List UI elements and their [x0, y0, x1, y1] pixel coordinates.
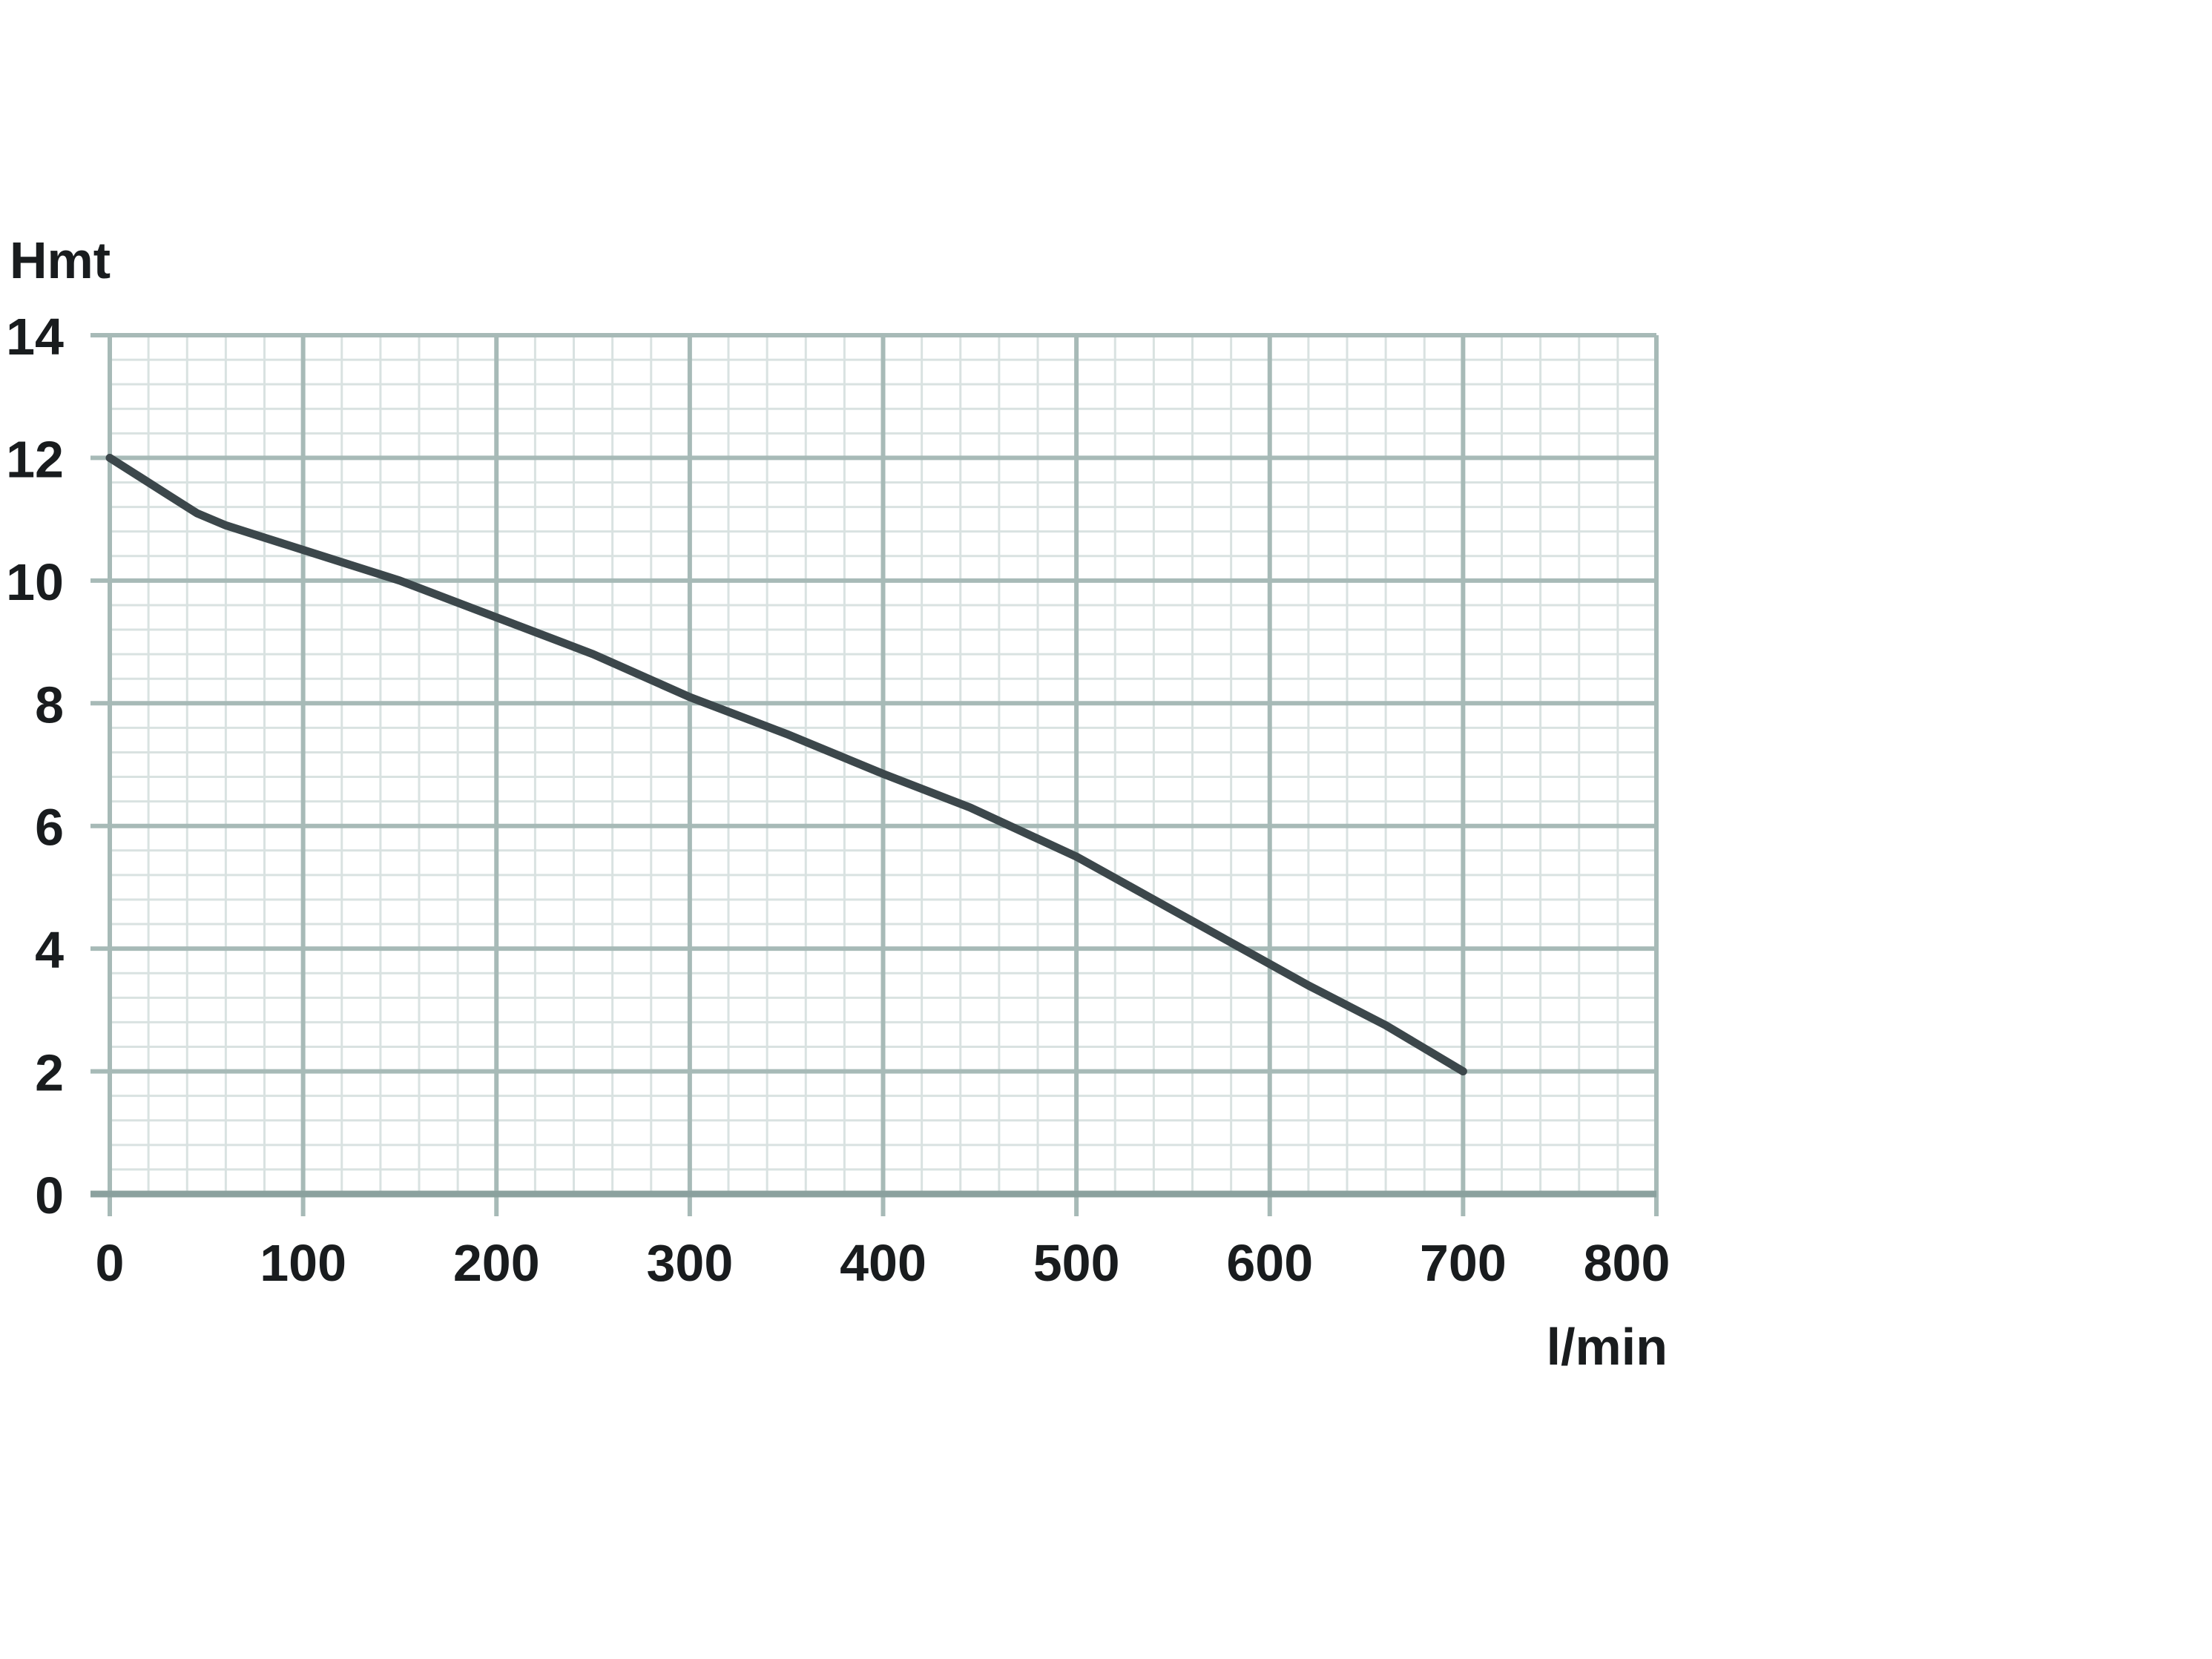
x-tick-label: 600: [1226, 1234, 1313, 1292]
x-tick-label: 400: [840, 1234, 926, 1292]
y-tick-label: 14: [6, 308, 64, 366]
y-tick-label: 2: [35, 1044, 64, 1102]
x-tick-label: 700: [1420, 1234, 1507, 1292]
y-tick-label: 4: [35, 921, 64, 979]
y-tick-label: 6: [35, 799, 64, 857]
x-tick-label: 300: [646, 1234, 733, 1292]
x-tick-label: 0: [96, 1234, 125, 1292]
y-tick-label: 12: [6, 430, 64, 488]
x-axis-title: l/min: [1547, 1318, 1668, 1376]
pump-curve: [105, 453, 1467, 1076]
y-tick-label: 8: [35, 676, 64, 733]
y-tick-label: 0: [35, 1167, 64, 1224]
x-tick-label: 800: [1584, 1234, 1670, 1292]
x-tick-label: 500: [1033, 1234, 1120, 1292]
y-axis-title: Hmt: [10, 231, 111, 289]
x-tick-label: 100: [260, 1234, 346, 1292]
y-tick-label: 10: [6, 553, 64, 611]
grid-major-lines: [108, 333, 1659, 1194]
y-tick-labels: 0 2 4 6 8 10 12 14: [6, 308, 64, 1224]
axis-tick-marks: [90, 333, 1659, 1216]
x-tick-labels: 0 100 200 300 400 500 600 700 800: [96, 1234, 1670, 1292]
x-tick-label: 200: [453, 1234, 540, 1292]
